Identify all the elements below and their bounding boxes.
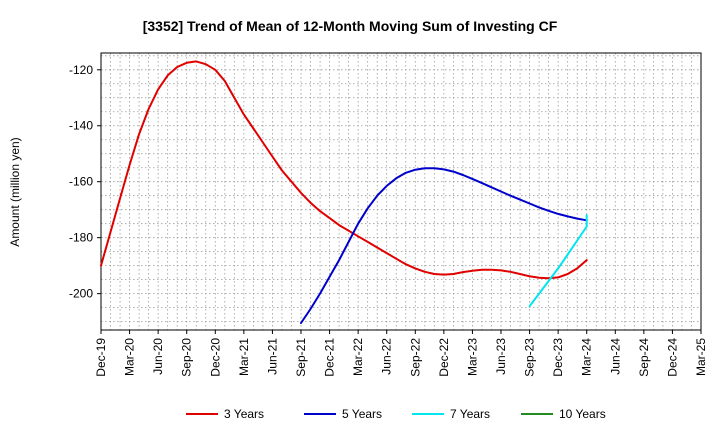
series-line-3-years [100,60,588,280]
x-tick-label: Mar-22 [351,338,365,376]
x-tick-label: Jun-22 [380,338,394,375]
x-tick-label: Jun-23 [494,338,508,375]
series-line-7-years [528,214,588,308]
y-tick-label: -200 [69,287,93,301]
x-tick-label: Jun-24 [608,338,622,375]
x-tick-label: Mar-25 [694,338,708,376]
y-tick-label: -180 [69,231,93,245]
x-tick-label: Dec-22 [437,338,451,377]
x-tick-label: Sep-23 [523,338,537,377]
x-tick-label: Dec-20 [208,338,222,377]
x-tick-label: Jun-20 [151,338,165,375]
legend-label: 7 Years [450,407,490,421]
grid-layer [100,53,702,330]
plot-frame [100,52,702,331]
x-tick-label: Dec-21 [323,338,337,377]
x-tick-labels: Dec-19 Mar-20 Jun-20 Sep-20 Dec-20 Mar-21 Jun-… [94,330,708,377]
series-line-5-years [300,167,588,324]
x-tick-label: Dec-19 [94,338,108,377]
series-layer [100,60,588,324]
y-tick-label: -160 [69,175,93,189]
y-tick-label: -120 [69,63,93,77]
x-tick-label: Sep-24 [637,338,651,377]
x-tick-label: Jun-21 [265,338,279,375]
x-tick-label: Sep-21 [294,338,308,377]
legend-label: 10 Years [559,407,606,421]
x-tick-label: Mar-21 [237,338,251,376]
legend-label: 3 Years [224,407,264,421]
y-axis-label: Amount (million yen) [8,137,22,246]
legend-label: 5 Years [342,407,382,421]
chart-title: [3352] Trend of Mean of 12-Month Moving … [143,18,558,34]
y-tick-label: -140 [69,119,93,133]
y-tick-labels: -120 -140 -160 -180 -200 [69,63,101,301]
x-tick-label: Sep-20 [180,338,194,377]
x-tick-label: Sep-22 [408,338,422,377]
x-tick-label: Mar-23 [465,338,479,376]
x-tick-label: Dec-23 [551,338,565,377]
x-tick-label: Mar-24 [580,338,594,376]
x-tick-label: Mar-20 [123,338,137,376]
legend: 3 Years 5 Years 7 Years 10 Years [186,407,606,421]
x-tick-label: Dec-24 [665,338,679,377]
